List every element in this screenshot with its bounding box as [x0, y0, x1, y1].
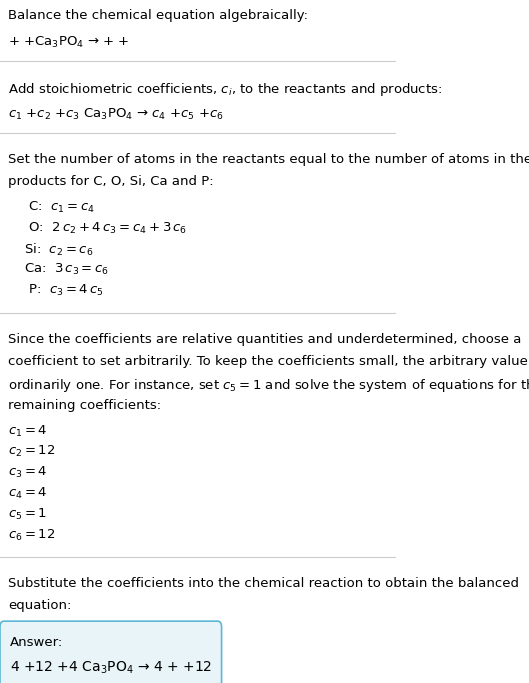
Text: equation:: equation:: [8, 599, 71, 612]
Text: $c_1 = 4$: $c_1 = 4$: [8, 423, 48, 438]
Text: $c_6 = 12$: $c_6 = 12$: [8, 527, 55, 543]
Text: $c_3 = 4$: $c_3 = 4$: [8, 465, 48, 480]
Text: O:  $2\,c_2 + 4\,c_3 = c_4 + 3\,c_6$: O: $2\,c_2 + 4\,c_3 = c_4 + 3\,c_6$: [24, 221, 187, 236]
Text: Answer:: Answer:: [10, 636, 63, 649]
Text: Balance the chemical equation algebraically:: Balance the chemical equation algebraica…: [8, 9, 308, 22]
Text: Substitute the coefficients into the chemical reaction to obtain the balanced: Substitute the coefficients into the che…: [8, 577, 519, 590]
Text: $c_2 = 12$: $c_2 = 12$: [8, 445, 55, 460]
Text: Since the coefficients are relative quantities and underdetermined, choose a: Since the coefficients are relative quan…: [8, 333, 521, 346]
Text: products for C, O, Si, Ca and P:: products for C, O, Si, Ca and P:: [8, 175, 214, 188]
Text: $c_1$ +$c_2$ +$c_3$ Ca$_3$PO$_4$ → $c_4$ +$c_5$ +$c_6$: $c_1$ +$c_2$ +$c_3$ Ca$_3$PO$_4$ → $c_4$…: [8, 107, 224, 122]
Text: $c_5 = 1$: $c_5 = 1$: [8, 507, 47, 522]
Text: C:  $c_1 = c_4$: C: $c_1 = c_4$: [24, 200, 95, 215]
FancyBboxPatch shape: [0, 621, 222, 683]
Text: Add stoichiometric coefficients, $c_i$, to the reactants and products:: Add stoichiometric coefficients, $c_i$, …: [8, 81, 442, 98]
Text: Si:  $c_2 = c_6$: Si: $c_2 = c_6$: [24, 242, 93, 257]
Text: + +Ca$_3$PO$_4$ → + +: + +Ca$_3$PO$_4$ → + +: [8, 35, 129, 50]
Text: P:  $c_3 = 4\,c_5$: P: $c_3 = 4\,c_5$: [24, 283, 104, 298]
Text: Set the number of atoms in the reactants equal to the number of atoms in the: Set the number of atoms in the reactants…: [8, 153, 529, 166]
Text: $c_4 = 4$: $c_4 = 4$: [8, 486, 48, 501]
Text: 4 +12 +4 Ca$_3$PO$_4$ → 4 + +12: 4 +12 +4 Ca$_3$PO$_4$ → 4 + +12: [10, 660, 212, 676]
Text: coefficient to set arbitrarily. To keep the coefficients small, the arbitrary va: coefficient to set arbitrarily. To keep …: [8, 354, 529, 367]
Text: ordinarily one. For instance, set $c_5 = 1$ and solve the system of equations fo: ordinarily one. For instance, set $c_5 =…: [8, 377, 529, 393]
Text: Ca:  $3\,c_3 = c_6$: Ca: $3\,c_3 = c_6$: [24, 262, 109, 277]
Text: remaining coefficients:: remaining coefficients:: [8, 399, 161, 412]
